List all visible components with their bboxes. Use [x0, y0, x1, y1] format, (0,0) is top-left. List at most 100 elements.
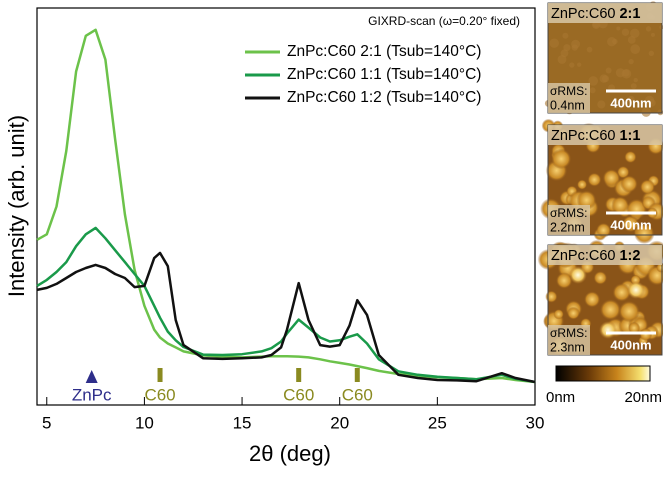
- x-tick-label: 5: [42, 413, 51, 432]
- colorbar: [555, 365, 651, 382]
- afm-rms-label: σRMS:: [550, 84, 587, 98]
- afm-grain: [616, 26, 621, 31]
- afm-grain: [563, 44, 571, 52]
- afm-sample: ZnPc:C60: [551, 6, 615, 22]
- legend-label: ZnPc:C60 1:1 (Tsub=140°C): [287, 66, 481, 83]
- scale-label: 400nm: [610, 217, 651, 232]
- afm-grain: [639, 179, 656, 195]
- legend-label: ZnPc:C60 1:2 (Tsub=140°C): [287, 89, 481, 106]
- afm-grain: [597, 100, 606, 109]
- afm-grain: [621, 28, 630, 36]
- afm-grain: [560, 49, 569, 58]
- afm-grain: [627, 281, 645, 299]
- afm-grain: [571, 44, 578, 51]
- afm-grain: [577, 62, 582, 67]
- afm-grain: [576, 179, 588, 190]
- afm-grain: [555, 272, 573, 289]
- afm-rms-label: σRMS:: [550, 206, 587, 220]
- afm-grain: [630, 83, 637, 90]
- peak-marker: [354, 368, 360, 382]
- afm-grain: [621, 215, 640, 233]
- afm-grain: [599, 298, 622, 321]
- afm-grain: [630, 44, 641, 55]
- afm-grain: [628, 58, 634, 65]
- scale-label: 400nm: [610, 95, 651, 110]
- afm-sample: ZnPc:C60: [551, 248, 615, 264]
- peak-label: C60: [283, 385, 314, 404]
- afm-grain: [607, 36, 617, 47]
- afm-grain: [618, 300, 640, 323]
- afm-grain: [627, 35, 636, 44]
- afm-grain: [645, 26, 652, 32]
- plot-frame: [36, 7, 536, 406]
- afm-grain: [583, 291, 601, 308]
- peak-marker: [157, 368, 163, 382]
- afm-grain: [550, 148, 572, 170]
- afm-title-bg: [548, 3, 662, 23]
- afm-grain: [595, 222, 612, 238]
- afm-grain: [643, 100, 652, 108]
- afm-grain: [569, 266, 587, 284]
- x-tick-label: 25: [428, 413, 447, 432]
- afm-grain: [553, 308, 564, 320]
- afm-grain: [616, 165, 630, 179]
- afm-rms: 2.3nm: [550, 340, 585, 354]
- afm-grain: [549, 38, 559, 48]
- afm-grain: [628, 97, 634, 103]
- annotation: GIXRD-scan (ω=0.20° fixed): [368, 14, 520, 28]
- peak-marker: [85, 370, 98, 383]
- afm-grain: [599, 74, 609, 83]
- afm-title: ZnPc:C60 2:1: [551, 6, 640, 22]
- afm-title-bg: [548, 125, 662, 145]
- afm-sample: ZnPc:C60: [551, 128, 615, 144]
- afm-grain: [612, 283, 632, 302]
- afm-grain: [648, 50, 655, 57]
- afm-grain: [634, 223, 655, 245]
- x-axis-label: 2θ (deg): [249, 441, 331, 466]
- colorbar-min: 0nm: [546, 389, 575, 406]
- x-tick-label: 15: [233, 413, 252, 432]
- afm-title: ZnPc:C60 1:2: [551, 248, 640, 264]
- x-tick-label: 10: [135, 413, 154, 432]
- afm-grain: [562, 32, 569, 39]
- afm-ratio: 1:1: [619, 128, 640, 144]
- afm-grain: [605, 67, 612, 74]
- afm-rms: 2.2nm: [550, 220, 585, 234]
- colorbar-max: 20nm: [624, 389, 662, 406]
- afm-grain: [615, 68, 625, 78]
- afm-ratio: 2:1: [619, 6, 640, 22]
- legend-label: ZnPc:C60 2:1 (Tsub=140°C): [287, 43, 481, 60]
- afm-grain: [650, 32, 655, 37]
- afm-rms-label: σRMS:: [550, 326, 587, 340]
- afm-grain: [593, 270, 608, 285]
- afm-grain: [633, 77, 638, 83]
- afm-grain: [656, 262, 663, 273]
- afm-grain: [545, 290, 558, 303]
- series-line: [36, 226, 536, 384]
- afm-rms-bg: [548, 325, 590, 355]
- afm-grain: [620, 101, 627, 108]
- peak-marker: [296, 368, 302, 382]
- afm-grain: [641, 107, 651, 117]
- afm-image: ZnPc:C60 1:2 σRMS:2.3nm 400nm: [537, 239, 663, 356]
- afm-rms-bg: [548, 205, 590, 235]
- y-axis-label: Intensity (arb. unit): [4, 115, 29, 297]
- series-line: [36, 251, 536, 384]
- afm-title-bg: [548, 245, 662, 265]
- afm-grain: [599, 321, 617, 339]
- afm-ratio: 1:2: [619, 248, 640, 264]
- afm-grain: [628, 321, 641, 334]
- afm-grain: [588, 76, 599, 86]
- afm-rms: 0.4nm: [550, 98, 585, 112]
- afm-grain: [587, 172, 602, 187]
- peak-label: ZnPc: [72, 385, 112, 404]
- afm-grain: [620, 175, 638, 193]
- afm-grain: [566, 306, 580, 320]
- afm-grain: [624, 150, 637, 164]
- afm-image: ZnPc:C60 2:1 σRMS:0.4nm 400nm: [544, 1, 663, 117]
- afm-grain: [630, 28, 640, 39]
- peak-label: C60: [144, 385, 175, 404]
- afm-image: ZnPc:C60 1:1 σRMS:2.2nm 400nm: [540, 118, 663, 245]
